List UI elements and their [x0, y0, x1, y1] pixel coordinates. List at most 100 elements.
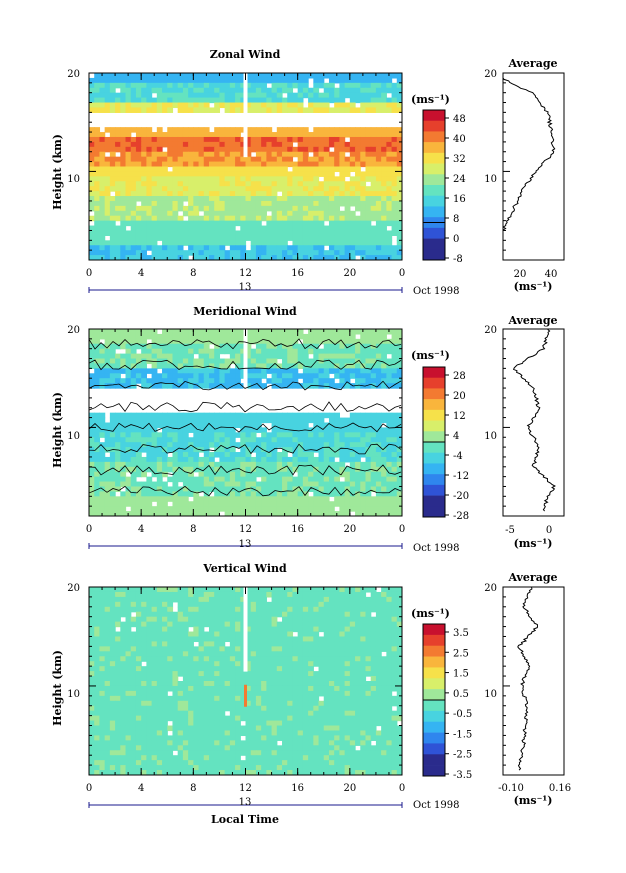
heatmap-cell: [120, 456, 127, 463]
heatmap-cell: [214, 186, 221, 192]
heatmap-cell: [188, 631, 194, 638]
heatmap-cell: [135, 181, 142, 187]
heatmap-cell: [130, 343, 137, 350]
heatmap-cell: [94, 378, 101, 384]
colorbar-swatch: [423, 206, 445, 218]
heatmap-cell: [261, 427, 267, 433]
heatmap-cell: [125, 82, 132, 89]
heatmap-cell: [381, 353, 387, 360]
heatmap-cell: [328, 378, 335, 384]
heatmap-cell: [198, 506, 205, 512]
heatmap-cell: [172, 461, 179, 468]
heatmap-cell: [381, 146, 387, 153]
heatmap-cell: [94, 358, 101, 365]
heatmap-cell: [224, 591, 231, 598]
heatmap-cell: [271, 383, 278, 389]
heatmap-cell: [344, 127, 351, 133]
heatmap-cell: [318, 196, 325, 202]
heatmap-cell: [266, 230, 273, 236]
heatmap-cell: [365, 641, 372, 647]
heatmap-cell: [151, 466, 158, 473]
heatmap-cell: [287, 200, 294, 207]
heatmap-cell: [125, 245, 132, 251]
heatmap-cell: [229, 151, 236, 158]
heatmap-cell: [104, 636, 111, 643]
heatmap-cell: [120, 621, 127, 628]
heatmap-cell: [214, 97, 221, 104]
heatmap-cell: [125, 87, 132, 94]
heatmap-cell: [302, 146, 309, 153]
heatmap-cell: [302, 437, 309, 443]
heatmap-cell: [203, 476, 210, 483]
heatmap-cell: [235, 107, 241, 113]
heatmap-cell: [334, 343, 340, 350]
heatmap-cell: [99, 626, 106, 633]
heatmap-cell: [344, 466, 351, 473]
heatmap-cell: [214, 427, 221, 433]
heatmap-cell: [308, 176, 314, 182]
heatmap-cell: [214, 73, 221, 79]
heatmap-cell: [381, 82, 387, 89]
heatmap-cell: [271, 205, 278, 212]
heatmap-cell: [318, 471, 325, 478]
heatmap-cell: [214, 587, 221, 593]
heatmap-cell: [219, 616, 226, 623]
heatmap-cell: [177, 166, 184, 173]
heatmap-cell: [229, 240, 236, 246]
heatmap-cell: [292, 200, 299, 207]
heatmap-cell: [370, 200, 377, 207]
heatmap-cell: [391, 422, 398, 429]
heatmap-cell: [255, 156, 262, 163]
heatmap-cell: [271, 77, 278, 84]
heatmap-cell: [276, 141, 283, 148]
heatmap-cell: [193, 215, 200, 222]
heatmap-cell: [235, 621, 241, 628]
heatmap-cell: [276, 422, 283, 429]
heatmap-cell: [365, 511, 372, 516]
heatmap-cell: [224, 141, 231, 148]
heatmap-cell: [250, 641, 257, 647]
heatmap-cell: [287, 338, 294, 345]
heatmap-cell: [208, 73, 215, 79]
heatmap-cell: [292, 417, 299, 424]
heatmap-cell: [198, 250, 205, 256]
heatmap-cell: [89, 82, 95, 89]
heatmap-cell: [120, 255, 127, 260]
heatmap-cell: [266, 412, 273, 419]
heatmap-cell: [381, 456, 387, 463]
heatmap-cell: [125, 353, 132, 360]
heatmap-cell: [219, 92, 226, 99]
heatmap-cell: [214, 230, 221, 236]
heatmap-cell: [328, 171, 335, 177]
heatmap-cell: [339, 146, 346, 153]
heatmap-cell: [146, 587, 153, 593]
heatmap-cell: [125, 235, 132, 241]
heatmap-cell: [396, 200, 402, 207]
heatmap-cell: [323, 255, 330, 260]
heatmap-cell: [99, 348, 106, 355]
heatmap-cell: [115, 338, 121, 345]
heatmap-cell: [115, 176, 121, 182]
heatmap-cell: [271, 606, 278, 613]
heatmap-cell: [271, 466, 278, 473]
heatmap-cell: [250, 333, 257, 340]
heatmap-cell: [130, 383, 137, 389]
heatmap-cell: [135, 432, 142, 438]
heatmap-cell: [146, 606, 153, 613]
heatmap-cell: [235, 127, 241, 133]
heatmap-cell: [94, 230, 101, 236]
heatmap-cell: [365, 373, 372, 379]
heatmap-cell: [375, 348, 382, 355]
heatmap-cell: [130, 348, 137, 355]
heatmap-cell: [365, 196, 372, 202]
heatmap-cell: [115, 373, 121, 379]
heatmap-cell: [375, 255, 382, 260]
heatmap-cell: [355, 616, 361, 623]
heatmap-cell: [308, 196, 314, 202]
heatmap-cell: [297, 343, 304, 350]
heatmap-cell: [266, 181, 273, 187]
heatmap-cell: [292, 353, 299, 360]
heatmap-cell: [125, 616, 132, 623]
heatmap-cell: [219, 476, 226, 483]
heatmap-cell: [276, 161, 283, 168]
